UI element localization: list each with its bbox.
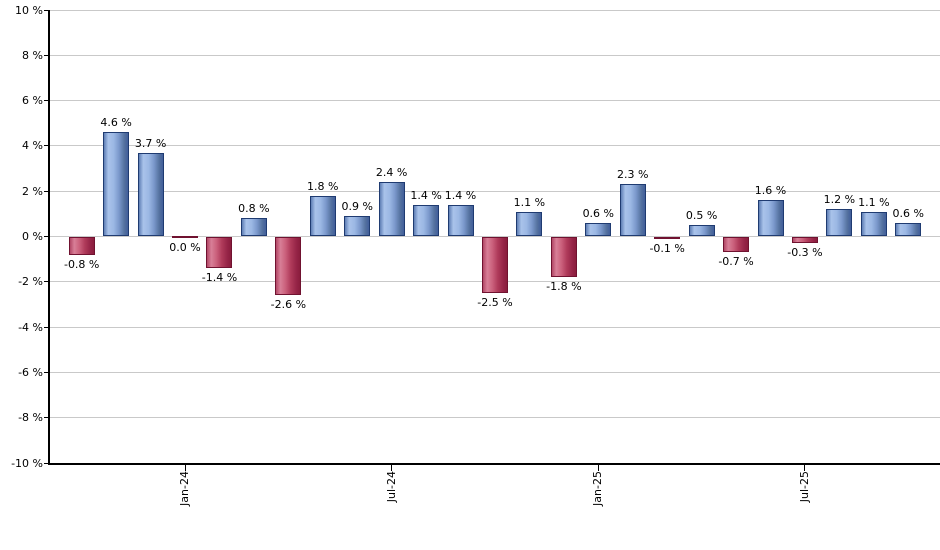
bar-value-label: 0.5 % [685, 209, 718, 223]
y-gridline [47, 145, 940, 147]
bar-positive [516, 211, 543, 237]
bar-positive [309, 195, 336, 237]
bar-negative [791, 236, 818, 244]
bar-positive [585, 222, 612, 237]
x-axis-tick [391, 464, 393, 471]
bar-negative [172, 235, 199, 238]
y-axis-tick-label: -6 % [18, 365, 43, 379]
y-gridline [47, 54, 940, 56]
x-axis-tick [184, 464, 186, 471]
bar-value-label: 3.7 % [134, 136, 167, 150]
y-axis-tick [43, 281, 48, 283]
bar-positive [447, 204, 474, 237]
y-axis-tick [43, 326, 48, 328]
bar-positive [826, 209, 853, 237]
bar-value-label: -0.8 % [63, 257, 100, 271]
x-axis-tick [804, 464, 806, 471]
y-axis-tick-label: -4 % [18, 320, 43, 334]
x-axis-line [47, 462, 940, 465]
bar-positive [895, 222, 922, 237]
bar-value-label: 0.9 % [341, 200, 373, 214]
bar-positive [344, 216, 371, 237]
bar-positive [619, 184, 646, 237]
bar-positive [413, 204, 440, 237]
bar-value-label: -1.4 % [201, 271, 238, 285]
bar-value-label: 0.8 % [238, 202, 270, 216]
bar-value-label: 1.1 % [858, 195, 890, 209]
y-axis-tick-label: 10 % [15, 3, 43, 17]
bar-value-label: 0.6 % [892, 206, 924, 220]
bar-negative [550, 236, 577, 278]
x-axis-tick-label: Jul-24 [384, 471, 398, 503]
x-axis-tick-label: Jan-24 [178, 471, 192, 506]
x-axis-tick [597, 464, 599, 471]
y-axis-tick [43, 145, 48, 147]
y-gridline [47, 371, 940, 373]
y-axis-tick-label: 4 % [22, 139, 43, 153]
y-axis-tick-label: -2 % [18, 275, 43, 289]
y-axis-tick [43, 417, 48, 419]
y-gridline [47, 190, 940, 192]
y-axis-tick [43, 9, 48, 11]
bar-negative [275, 236, 302, 296]
y-axis-tick-label: -10 % [11, 456, 43, 470]
bar-negative [481, 236, 508, 294]
bar-positive [378, 182, 405, 237]
bar-positive [757, 200, 784, 237]
bar-positive [103, 132, 130, 237]
y-axis-tick [43, 190, 48, 192]
y-axis-tick-label: 6 % [22, 94, 43, 108]
y-gridline [47, 100, 940, 102]
bar-positive [860, 211, 887, 237]
bar-negative [206, 236, 233, 269]
bar-positive [240, 218, 267, 237]
bar-value-label: 2.3 % [617, 168, 649, 182]
bar-value-label: 4.6 % [100, 116, 132, 130]
bar-value-label: -1.8 % [546, 280, 582, 294]
bar-negative [68, 236, 95, 255]
y-axis-tick-label: 0 % [22, 230, 43, 243]
bar-value-label: 1.8 % [307, 179, 339, 193]
y-axis-tick-label: 8 % [22, 48, 43, 62]
bar-value-label: 0.6 % [582, 206, 615, 220]
y-gridline [47, 417, 940, 419]
bar-value-label: -2.5 % [477, 296, 513, 310]
bar-value-label: 1.1 % [513, 195, 546, 209]
bar-positive [688, 225, 715, 237]
y-axis-tick [43, 371, 48, 373]
bar-value-label: -0.7 % [718, 255, 754, 269]
x-axis-tick-label: Jul-25 [797, 471, 811, 503]
y-axis-tick-label: 2 % [22, 184, 43, 198]
y-axis-tick [43, 54, 48, 56]
bar-value-label: 2.4 % [375, 166, 408, 180]
bar-value-label: 1.6 % [754, 184, 787, 198]
bar-value-label: -0.3 % [787, 246, 823, 260]
y-axis-tick-label: -8 % [18, 411, 43, 425]
y-gridline [47, 9, 940, 11]
y-gridline [47, 326, 940, 328]
x-axis-tick-label: Jan-25 [591, 471, 605, 506]
bar-value-label: 1.2 % [823, 193, 856, 207]
bar-negative [654, 236, 681, 239]
bar-value-label: 1.4 % [444, 188, 477, 202]
bar-value-label: -0.1 % [649, 241, 685, 255]
bar-value-label: 1.4 % [410, 188, 442, 202]
bar-negative [723, 236, 750, 253]
bar-value-label: 0.0 % [169, 240, 201, 254]
y-axis-tick [43, 236, 48, 237]
bar-positive [137, 152, 164, 237]
bar-value-label: -2.6 % [270, 298, 307, 312]
y-axis-tick [43, 462, 48, 464]
y-axis-tick [43, 100, 48, 102]
y-axis-line [47, 10, 50, 465]
